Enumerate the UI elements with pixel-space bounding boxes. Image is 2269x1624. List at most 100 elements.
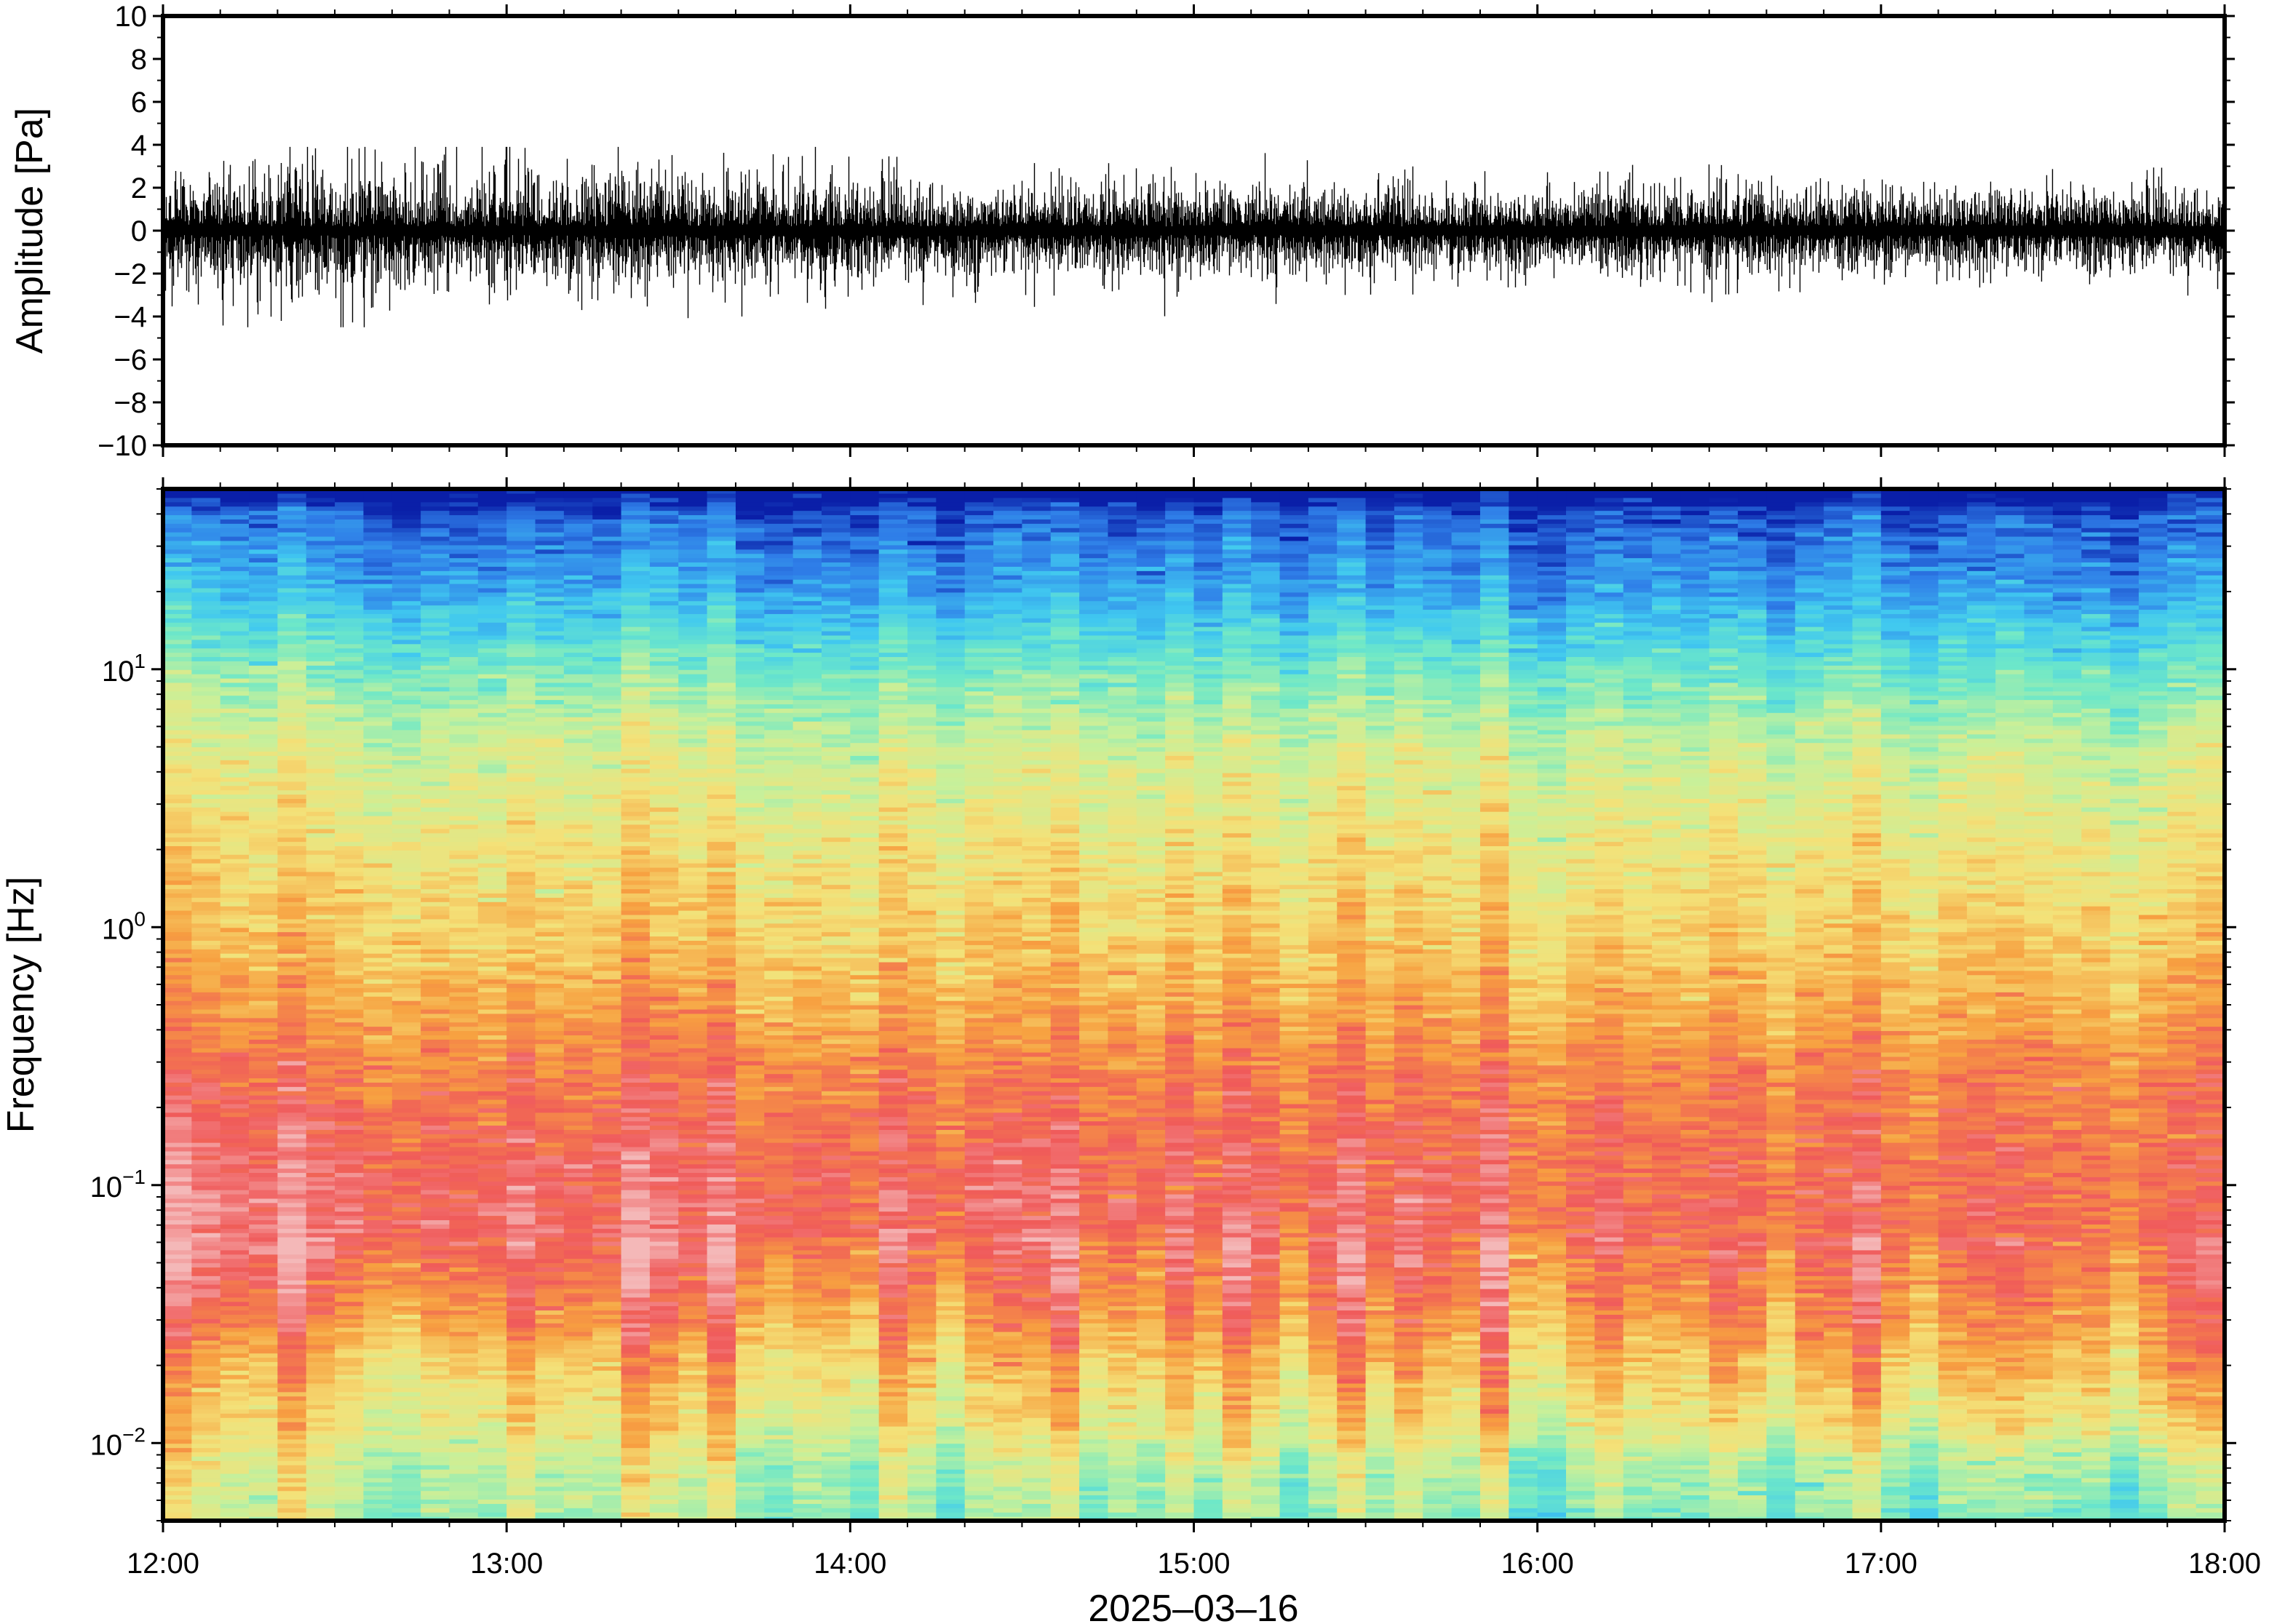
spectrogram-cell bbox=[449, 1297, 478, 1302]
spectrogram-cell bbox=[650, 1237, 679, 1242]
spectrogram-cell bbox=[249, 653, 278, 658]
spectrogram-cell bbox=[191, 811, 220, 816]
spectrogram-cell bbox=[707, 794, 736, 799]
spectrogram-cell bbox=[678, 588, 707, 593]
spectrogram-cell bbox=[335, 1284, 364, 1289]
spectrogram-cell bbox=[220, 1070, 250, 1075]
spectrogram-cell bbox=[564, 1404, 593, 1409]
spectrogram-cell bbox=[421, 1129, 450, 1134]
spectrogram-cell bbox=[707, 1117, 736, 1122]
spectrogram-cell bbox=[421, 1499, 450, 1504]
spectrogram-cell bbox=[678, 1233, 707, 1238]
spectrogram-cell bbox=[621, 1491, 651, 1496]
spectrogram-cell bbox=[421, 678, 450, 683]
spectrogram-cell bbox=[363, 803, 392, 808]
spectrogram-cell bbox=[650, 592, 679, 597]
spectrogram-cell bbox=[306, 850, 335, 855]
spectrogram-cell bbox=[392, 1198, 421, 1203]
spectrogram-cell bbox=[564, 958, 593, 963]
spectrogram-cell bbox=[678, 773, 707, 778]
spectrogram-cell bbox=[592, 498, 621, 503]
spectrogram-cell bbox=[249, 575, 278, 580]
spectrogram-cell bbox=[191, 1499, 220, 1504]
spectrogram-cell bbox=[363, 584, 392, 589]
spectrogram-cell bbox=[564, 786, 593, 791]
spectrogram-cell bbox=[306, 944, 335, 950]
spectrogram-cell bbox=[392, 1005, 421, 1010]
spectrogram-cell bbox=[163, 829, 192, 834]
spectrogram-cell bbox=[536, 1366, 565, 1371]
spectrogram-cell bbox=[363, 665, 392, 670]
spectrogram-cell bbox=[392, 1426, 421, 1431]
spectrogram-cell bbox=[363, 915, 392, 920]
spectrogram-cell bbox=[506, 944, 536, 950]
spectrogram-cell bbox=[392, 493, 421, 498]
spectrogram-cell bbox=[163, 867, 192, 872]
spectrogram-cell bbox=[536, 1396, 565, 1401]
spectrogram-image bbox=[163, 489, 2225, 1521]
spectrogram-cell bbox=[449, 1014, 478, 1019]
spectrogram-cell bbox=[678, 794, 707, 799]
spectrogram-cell bbox=[277, 1246, 306, 1251]
spectrogram-cell bbox=[736, 1336, 765, 1341]
spectrogram-cell bbox=[306, 893, 335, 898]
spectrogram-cell bbox=[478, 1306, 507, 1311]
spectrogram-cell bbox=[363, 1444, 392, 1449]
spectrogram-cell bbox=[592, 1426, 621, 1431]
spectrogram-cell bbox=[506, 631, 536, 636]
spectrogram-cell bbox=[392, 1469, 421, 1474]
spectrogram-cell bbox=[277, 1271, 306, 1276]
spectrogram-cell bbox=[678, 1164, 707, 1169]
spectrogram-cell bbox=[363, 1117, 392, 1122]
spectrogram-cell bbox=[564, 807, 593, 812]
spectrogram-cell bbox=[564, 1185, 593, 1190]
spectrogram-cell bbox=[506, 1216, 536, 1221]
spectrogram-cell bbox=[506, 691, 536, 696]
spectrogram-cell bbox=[449, 786, 478, 791]
spectrogram-cell bbox=[621, 1340, 651, 1345]
spectrogram-cell bbox=[707, 1027, 736, 1032]
spectrogram-cell bbox=[335, 1366, 364, 1371]
spectrogram-cell bbox=[277, 1259, 306, 1264]
spectrogram-cell bbox=[249, 1327, 278, 1332]
spectrogram-cell bbox=[707, 1172, 736, 1177]
spectrogram-cell bbox=[621, 597, 651, 602]
spectrogram-cell bbox=[650, 1379, 679, 1384]
spectrogram-cell bbox=[449, 1444, 478, 1449]
spectrogram-cell bbox=[678, 514, 707, 520]
spectrogram-cell bbox=[536, 1361, 565, 1366]
spectrogram-cell bbox=[249, 618, 278, 623]
spectrogram-cell bbox=[191, 1185, 220, 1190]
spectrogram-cell bbox=[506, 1211, 536, 1217]
spectrogram-cell bbox=[306, 1401, 335, 1406]
spectrogram-cell bbox=[707, 1473, 736, 1478]
spectrogram-cell bbox=[678, 1271, 707, 1276]
spectrogram-cell bbox=[650, 1499, 679, 1504]
spectrogram-cell bbox=[736, 1439, 765, 1444]
spectrogram-cell bbox=[421, 940, 450, 945]
spectrogram-cell bbox=[306, 708, 335, 713]
spectrogram-cell bbox=[678, 1297, 707, 1302]
spectrogram-cell bbox=[421, 626, 450, 632]
spectrogram-cell bbox=[277, 1233, 306, 1238]
spectrogram-cell bbox=[306, 764, 335, 769]
spectrogram-cell bbox=[678, 1318, 707, 1324]
spectrogram-cell bbox=[306, 575, 335, 580]
spectrogram-cell bbox=[506, 536, 536, 541]
spectrogram-cell bbox=[306, 1155, 335, 1161]
spectrogram-cell bbox=[277, 678, 306, 683]
spectrogram-cell bbox=[592, 1147, 621, 1152]
spectrogram-cell bbox=[707, 906, 736, 911]
spectrogram-cell bbox=[650, 584, 679, 589]
waveform-y-tick-label: −4 bbox=[114, 301, 147, 333]
spectrogram-cell bbox=[621, 833, 651, 838]
spectrogram-cell bbox=[249, 1172, 278, 1177]
spectrogram-cell bbox=[564, 717, 593, 722]
spectrogram-cell bbox=[335, 1043, 364, 1048]
spectrogram-cell bbox=[421, 1117, 450, 1122]
spectrogram-cell bbox=[220, 798, 250, 803]
spectrogram-cell bbox=[306, 885, 335, 890]
spectrogram-cell bbox=[506, 1508, 536, 1513]
spectrogram-cell bbox=[220, 1155, 250, 1161]
